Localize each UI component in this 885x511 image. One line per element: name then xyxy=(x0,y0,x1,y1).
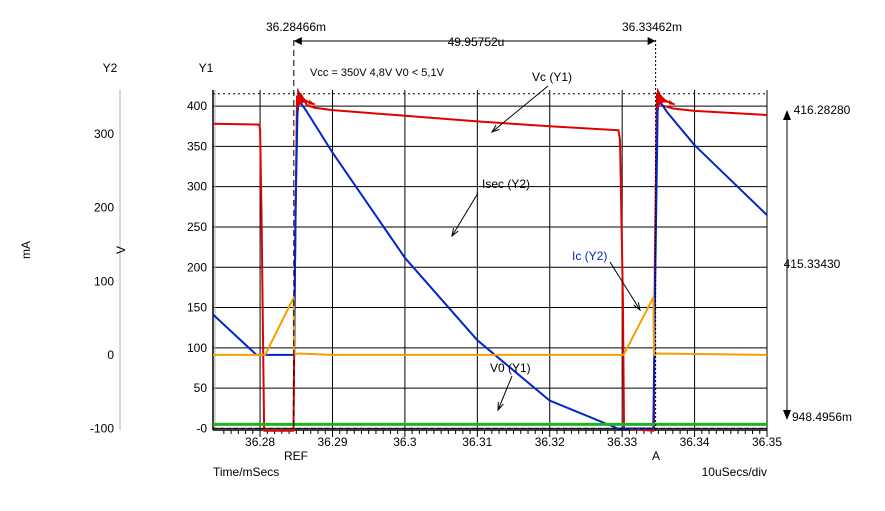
isec-pointer xyxy=(451,192,479,237)
v0-pointer xyxy=(497,375,513,411)
y1-tick-label: 200 xyxy=(187,260,207,274)
y1-tick-label: 250 xyxy=(187,220,207,234)
y2-axis: -100 0 100 200 300 xyxy=(90,127,114,435)
series-line-2 xyxy=(213,296,768,356)
x-axis-label: Time/mSecs xyxy=(213,465,279,479)
series-label-ic: Ic (Y2) xyxy=(572,249,607,263)
y2-tick-label: 200 xyxy=(94,201,114,215)
x-tick-label: 36.32 xyxy=(535,435,565,449)
y1-tick-label: 300 xyxy=(187,180,207,194)
y1-unit-label: V xyxy=(114,246,128,254)
x-tick-label: 36.3 xyxy=(393,435,417,449)
cursor-layer xyxy=(213,37,791,430)
annotation-text: Vcc = 350V 4,8V V0 < 5,1V xyxy=(310,67,445,79)
y2-tick-label: 0 xyxy=(107,348,114,362)
right-arrowhead-top xyxy=(783,110,791,120)
y1-axis: -0 50 100 150 200 250 300 350 400 xyxy=(187,99,207,435)
y1-tick-label: 400 xyxy=(187,99,207,113)
vc-pointer xyxy=(491,85,549,133)
series-layer xyxy=(212,88,768,432)
x-tick-label: 36.31 xyxy=(462,435,492,449)
x-tick-label: 36.34 xyxy=(680,435,710,449)
series-label-isec: Isec (Y2) xyxy=(482,177,530,191)
y1-tick-label: -0 xyxy=(196,421,207,435)
cursor-ref-label: REF xyxy=(284,449,308,463)
ic-pointer-head xyxy=(633,302,641,312)
x-tick-label: 36.35 xyxy=(752,435,782,449)
y2-tick-label: 100 xyxy=(94,274,114,288)
vc-ringing-1 xyxy=(297,88,316,108)
cursor-ref-value: 36.28466m xyxy=(266,20,326,34)
series-label-vc: Vc (Y1) xyxy=(532,70,572,84)
vc-ringing-2 xyxy=(657,88,676,108)
right-label-bottom: 948.4956m xyxy=(792,410,852,424)
right-label-top: 416.28280 xyxy=(794,103,851,117)
v0-pointer-head xyxy=(497,401,504,412)
vc-pointer-head xyxy=(490,124,500,133)
division-label: 10uSecs/div xyxy=(702,465,767,479)
right-label-mid: 415.33430 xyxy=(784,257,841,271)
cursor-delta-value: 49.95752u xyxy=(448,35,505,49)
y1-tick-label: 100 xyxy=(187,341,207,355)
delta-arrowhead-right xyxy=(647,37,656,45)
x-axis: 36.28 36.29 36.3 36.31 36.32 36.33 36.34 36.35 xyxy=(223,430,782,449)
y1-tick-label: 150 xyxy=(187,301,207,315)
y2-tick-label: -100 xyxy=(90,422,114,436)
y2-axis-title: Y2 xyxy=(103,61,118,75)
delta-arrowhead-left xyxy=(293,37,302,45)
y2-unit-label: mA xyxy=(19,241,33,259)
x-tick-label: 36.28 xyxy=(245,435,275,449)
cursor-a-label: A xyxy=(652,449,660,463)
x-tick-label: 36.33 xyxy=(607,435,637,449)
x-tick-label: 36.29 xyxy=(317,435,347,449)
cursor-a-value: 36.33462m xyxy=(622,20,682,34)
label-layer xyxy=(451,85,641,412)
isec-pointer-head xyxy=(451,228,459,238)
y1-tick-label: 50 xyxy=(194,381,208,395)
right-arrowhead-bottom xyxy=(783,410,791,420)
series-label-v0: V0 (Y1) xyxy=(490,361,531,375)
y1-tick-label: 350 xyxy=(187,139,207,153)
y2-tick-label: 300 xyxy=(94,127,114,141)
ic-pointer xyxy=(609,261,641,311)
y1-axis-title: Y1 xyxy=(199,61,214,75)
